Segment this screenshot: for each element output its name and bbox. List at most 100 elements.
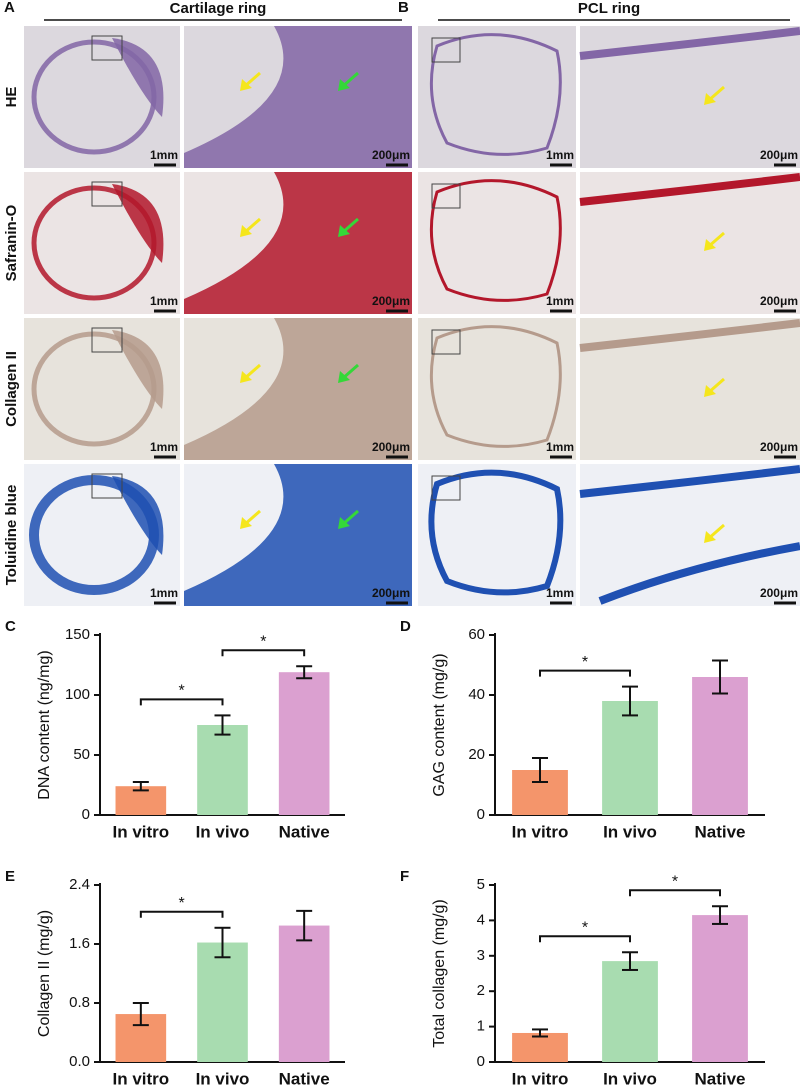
arrow-head <box>338 79 350 91</box>
bar <box>692 915 748 1062</box>
bar <box>512 1032 568 1062</box>
panel-letter: F <box>400 868 409 885</box>
error-bar <box>214 926 231 959</box>
arrow-head <box>704 93 716 105</box>
scale-label: 200μm <box>760 294 798 308</box>
pcl-wall <box>579 27 800 60</box>
x-tick-label: In vivo <box>603 1069 657 1086</box>
arrow-head <box>704 385 716 397</box>
scale-label: 1mm <box>546 440 574 454</box>
error-bar <box>622 685 638 717</box>
scale-label: 200μm <box>760 586 798 600</box>
tissue-mass <box>112 38 164 117</box>
scale-label: 200μm <box>760 148 798 162</box>
bar <box>602 701 658 815</box>
y-tick-label: 100 <box>65 686 90 703</box>
bar <box>278 925 330 1062</box>
y-tick-label: 0.0 <box>69 1053 90 1070</box>
bar <box>197 725 248 815</box>
scale-label: 1mm <box>150 586 178 600</box>
significance-label: * <box>582 654 588 671</box>
pcl-wall <box>598 542 800 605</box>
y-tick-label: 50 <box>73 746 90 763</box>
pcl-ring <box>429 33 562 156</box>
significance-label: * <box>260 633 266 650</box>
y-tick-label: 150 <box>65 626 90 643</box>
tissue-mass <box>184 464 412 606</box>
error-bar <box>296 909 313 942</box>
arrow-head <box>338 225 350 237</box>
arrow-head <box>240 225 252 237</box>
x-tick-label: In vitro <box>112 1069 169 1086</box>
panel-letter: C <box>5 618 16 635</box>
error-bar <box>532 757 548 783</box>
arrow-head <box>338 517 350 529</box>
pcl-ring <box>429 325 562 448</box>
inset-box <box>91 181 123 207</box>
error-bar <box>532 1028 548 1038</box>
x-tick-label: In vivo <box>196 1069 250 1086</box>
error-bar <box>622 951 638 971</box>
x-tick-label: Native <box>694 1069 745 1086</box>
significance-bracket <box>539 935 631 943</box>
scale-label: 1mm <box>546 586 574 600</box>
significance-label: * <box>179 683 185 700</box>
error-bar <box>712 905 728 925</box>
scale-label: 200μm <box>372 294 410 308</box>
inset-box <box>431 475 461 501</box>
y-tick-label: 1.6 <box>69 935 90 952</box>
y-tick-label: 20 <box>468 746 485 763</box>
tissue-mass <box>184 172 412 314</box>
arrow-head <box>338 371 350 383</box>
arrow-head <box>240 517 252 529</box>
y-tick-label: 1 <box>477 1018 485 1035</box>
x-tick-label: In vitro <box>512 822 569 841</box>
error-bar <box>214 714 231 736</box>
y-tick-label: 5 <box>477 876 485 893</box>
tissue-mass <box>112 184 164 263</box>
x-tick-label: In vitro <box>512 1069 569 1086</box>
bar <box>278 672 330 815</box>
significance-label: * <box>672 873 678 890</box>
x-tick-label: In vitro <box>112 822 169 841</box>
y-tick-label: 0 <box>477 806 485 823</box>
y-axis-label: GAG content (mg/g) <box>431 653 448 796</box>
inset-box <box>431 37 461 63</box>
inset-box <box>431 183 461 209</box>
x-tick-label: Native <box>279 1069 330 1086</box>
inset-box <box>91 327 123 353</box>
scale-label: 1mm <box>546 294 574 308</box>
scale-label: 200μm <box>372 440 410 454</box>
error-bar <box>132 1002 149 1027</box>
y-tick-label: 2.4 <box>69 876 90 893</box>
bar <box>692 677 748 815</box>
y-tick-label: 4 <box>477 911 485 928</box>
row-label: HE <box>3 87 20 108</box>
pcl-wall <box>579 465 800 498</box>
arrow-head <box>704 239 716 251</box>
bar <box>602 961 658 1062</box>
scale-label: 200μm <box>760 440 798 454</box>
y-tick-label: 60 <box>468 626 485 643</box>
significance-bracket <box>139 910 224 918</box>
significance-bracket <box>539 669 631 677</box>
y-axis-label: Total collagen (mg/g) <box>431 899 448 1048</box>
significance-label: * <box>179 895 185 912</box>
inset-box <box>91 35 123 61</box>
inset-box <box>91 473 123 499</box>
panel-letter: E <box>5 868 15 885</box>
scale-label: 1mm <box>546 148 574 162</box>
bar <box>197 942 248 1062</box>
panel-letter: D <box>400 618 411 635</box>
error-bar <box>296 665 313 680</box>
significance-bracket <box>221 649 306 657</box>
scale-label: 1mm <box>150 148 178 162</box>
x-tick-label: Native <box>279 822 330 841</box>
pcl-wall <box>579 319 800 352</box>
panel-letter: B <box>398 0 409 16</box>
inset-box <box>431 329 461 355</box>
arrow-head <box>240 371 252 383</box>
pcl-ring <box>429 179 562 302</box>
panel-title: PCL ring <box>578 0 640 17</box>
